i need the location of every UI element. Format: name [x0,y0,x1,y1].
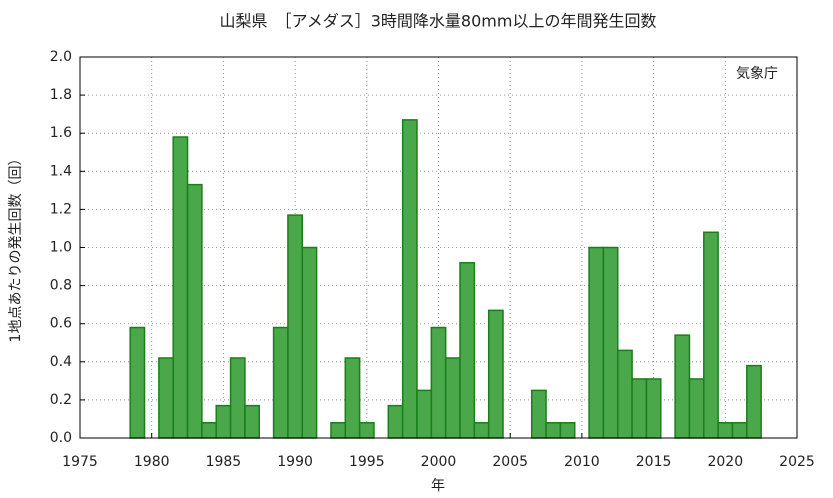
bar [287,214,304,439]
bar [602,246,619,439]
y-axis-label: 1地点あたりの発生回数（回） [8,152,24,343]
bar [416,389,433,439]
bar [229,357,246,439]
bar [330,422,347,439]
bar [530,389,547,439]
bar [301,246,318,439]
x-tick-label: 1990 [277,454,313,470]
x-tick-label: 2020 [707,454,743,470]
x-tick-label: 1980 [134,454,170,470]
bar [487,309,504,439]
bar [358,422,375,439]
bar [459,261,476,439]
bar [430,326,447,439]
bar [746,364,762,439]
bar [674,334,691,439]
bar [401,119,418,439]
x-tick-label: 2005 [492,454,528,470]
bar [645,378,662,439]
y-tick-label: 0.0 [50,430,72,446]
bar [344,357,361,439]
bar [731,422,748,439]
y-tick-label: 2.0 [50,49,72,65]
bar [244,404,261,439]
bar [129,326,146,439]
y-tick-label: 0.2 [50,392,72,408]
x-tick-label: 2000 [421,454,457,470]
y-tick-label: 1.0 [50,240,72,256]
plot-frame [79,56,798,439]
y-tick-label: 1.4 [50,163,72,179]
bar [631,378,648,439]
bar [588,246,605,439]
bar [215,404,232,439]
x-tick-label: 1985 [206,454,242,470]
bar [186,183,203,439]
bar [272,326,289,439]
y-tick-label: 1.2 [50,201,72,217]
annotation: 気象庁 [736,66,778,82]
y-tick-label: 1.6 [50,125,72,141]
y-tick-label: 0.4 [50,354,72,370]
bar [473,422,490,439]
bar [444,357,461,439]
bar [717,422,734,439]
bar [688,378,705,439]
chart-title: 山梨県 ［アメダス］3時間降水量80mm以上の年間発生回数 [220,12,657,31]
bar [545,422,562,439]
bar [617,349,633,439]
bar [172,136,189,439]
y-tick-label: 0.8 [50,278,72,294]
bar [387,404,404,439]
y-tick-label: 0.6 [50,316,72,332]
x-tick-label: 1995 [349,454,385,470]
y-tick-label: 1.8 [50,87,72,103]
x-axis-label: 年 [431,478,445,494]
x-tick-label: 2010 [564,454,600,470]
bar [158,357,174,439]
bar [201,422,217,439]
x-tick-label: 2025 [779,454,815,470]
bar [703,231,719,439]
x-tick-label: 1975 [62,454,98,470]
x-tick-label: 2015 [636,454,672,470]
bar [559,422,576,439]
